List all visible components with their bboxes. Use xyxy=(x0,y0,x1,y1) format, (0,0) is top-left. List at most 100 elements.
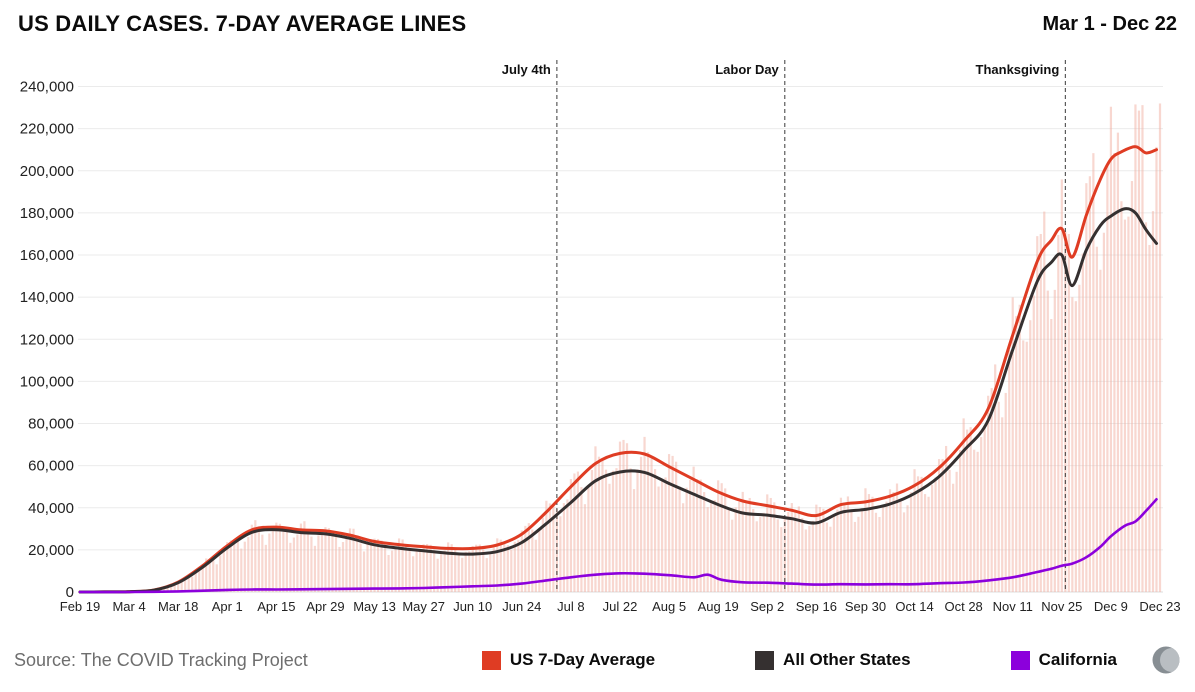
daily-bar xyxy=(475,544,478,592)
daily-bar xyxy=(489,552,492,592)
daily-bar xyxy=(496,538,499,592)
daily-bar xyxy=(1067,233,1070,593)
daily-bar xyxy=(667,454,671,592)
daily-bar xyxy=(450,544,453,592)
axis-label: Dec 9 xyxy=(1094,599,1128,614)
daily-bar xyxy=(618,441,622,592)
daily-cases-bars xyxy=(120,103,1162,593)
daily-bar xyxy=(205,558,208,592)
daily-bar xyxy=(696,479,699,592)
legend-item-us-7-day-average: US 7-Day Average xyxy=(481,650,655,670)
daily-bar xyxy=(755,521,758,592)
daily-bar xyxy=(850,510,853,592)
daily-bar xyxy=(264,544,267,592)
daily-bar xyxy=(331,530,334,592)
daily-bar xyxy=(738,501,741,592)
daily-bar xyxy=(927,496,930,592)
daily-bar xyxy=(909,492,913,592)
daily-bar xyxy=(976,451,979,592)
daily-bar xyxy=(783,516,786,592)
daily-bar xyxy=(254,520,257,592)
daily-bar xyxy=(436,558,439,592)
x-axis-labels: Feb 19 Mar 4 Mar 18 Apr 1 Apr 15 Apr 29 May 13… xyxy=(60,599,1181,614)
daily-bar xyxy=(980,437,983,592)
daily-bar xyxy=(397,538,401,592)
axis-label: Jun 24 xyxy=(502,599,541,614)
daily-bar xyxy=(478,544,481,592)
daily-bar xyxy=(482,549,485,592)
daily-bar xyxy=(285,530,288,592)
daily-bar xyxy=(464,551,467,592)
daily-bar xyxy=(187,575,190,592)
daily-bar xyxy=(994,364,997,592)
daily-bar xyxy=(776,519,779,592)
moon-logo-icon xyxy=(1152,646,1180,674)
daily-bar xyxy=(219,555,222,592)
daily-bar xyxy=(580,487,583,592)
daily-bar xyxy=(471,545,474,592)
daily-bar xyxy=(401,539,404,592)
y-axis-labels: 0 20,000 40,000 60,000 80,000 100,000 120,000 1… xyxy=(20,79,74,601)
daily-bar xyxy=(1008,350,1011,592)
daily-bar xyxy=(639,456,643,592)
axis-label: Apr 15 xyxy=(257,599,295,614)
daily-bar xyxy=(945,445,948,592)
axis-label: Nov 11 xyxy=(993,599,1033,614)
daily-bar xyxy=(664,477,667,592)
axis-label: Thanksgiving xyxy=(976,62,1060,77)
axis-label: 220,000 xyxy=(20,121,74,138)
daily-bar xyxy=(934,477,937,592)
daily-bar xyxy=(324,527,327,592)
daily-bar xyxy=(1106,165,1109,592)
daily-bar xyxy=(566,499,569,592)
axis-label: Jun 10 xyxy=(453,599,492,614)
daily-bar xyxy=(622,439,625,592)
daily-bar xyxy=(296,534,299,592)
daily-bar xyxy=(334,534,338,592)
axis-label: 40,000 xyxy=(28,500,74,517)
daily-bar xyxy=(710,502,713,592)
daily-bar xyxy=(660,478,664,592)
daily-bar xyxy=(422,544,425,592)
daily-bar xyxy=(734,507,737,592)
daily-bar xyxy=(604,469,608,592)
axis-label: Oct 28 xyxy=(944,599,982,614)
daily-bar xyxy=(289,542,292,592)
daily-bar xyxy=(355,537,359,592)
daily-bar xyxy=(682,503,685,592)
daily-bar xyxy=(780,527,783,592)
daily-bar xyxy=(724,488,727,592)
daily-bar xyxy=(769,497,772,592)
daily-bar xyxy=(990,388,993,592)
axis-label: Oct 14 xyxy=(895,599,933,614)
daily-bar xyxy=(773,502,776,592)
axis-label: Mar 18 xyxy=(158,599,198,614)
daily-bar xyxy=(811,520,814,592)
daily-bar xyxy=(899,500,902,592)
daily-bar xyxy=(597,456,601,592)
daily-bar xyxy=(201,563,204,592)
daily-bar xyxy=(692,466,695,592)
daily-bar xyxy=(1134,104,1137,592)
chart-canvas: 0 20,000 40,000 60,000 80,000 100,000 120,000 1… xyxy=(20,60,1181,614)
daily-bar xyxy=(415,549,418,592)
daily-bar xyxy=(338,546,341,592)
daily-bar xyxy=(689,479,692,592)
daily-bar xyxy=(1092,153,1095,592)
daily-bar xyxy=(341,542,345,592)
axis-label: Jul 22 xyxy=(603,599,638,614)
daily-bar xyxy=(194,572,197,592)
daily-bar xyxy=(268,533,271,592)
daily-bar xyxy=(601,460,604,592)
legend: US 7-Day Average All Other States Californ… xyxy=(481,650,1117,670)
daily-bar xyxy=(1120,201,1123,592)
daily-bar xyxy=(983,425,986,592)
daily-bar xyxy=(653,469,657,592)
axis-label: Nov 25 xyxy=(1041,599,1082,614)
daily-bar xyxy=(948,469,951,592)
daily-bar xyxy=(930,484,934,592)
legend-swatch-all-other-states xyxy=(755,650,775,670)
daily-bar xyxy=(282,527,285,592)
daily-bar xyxy=(717,480,720,592)
daily-bar xyxy=(706,507,709,592)
